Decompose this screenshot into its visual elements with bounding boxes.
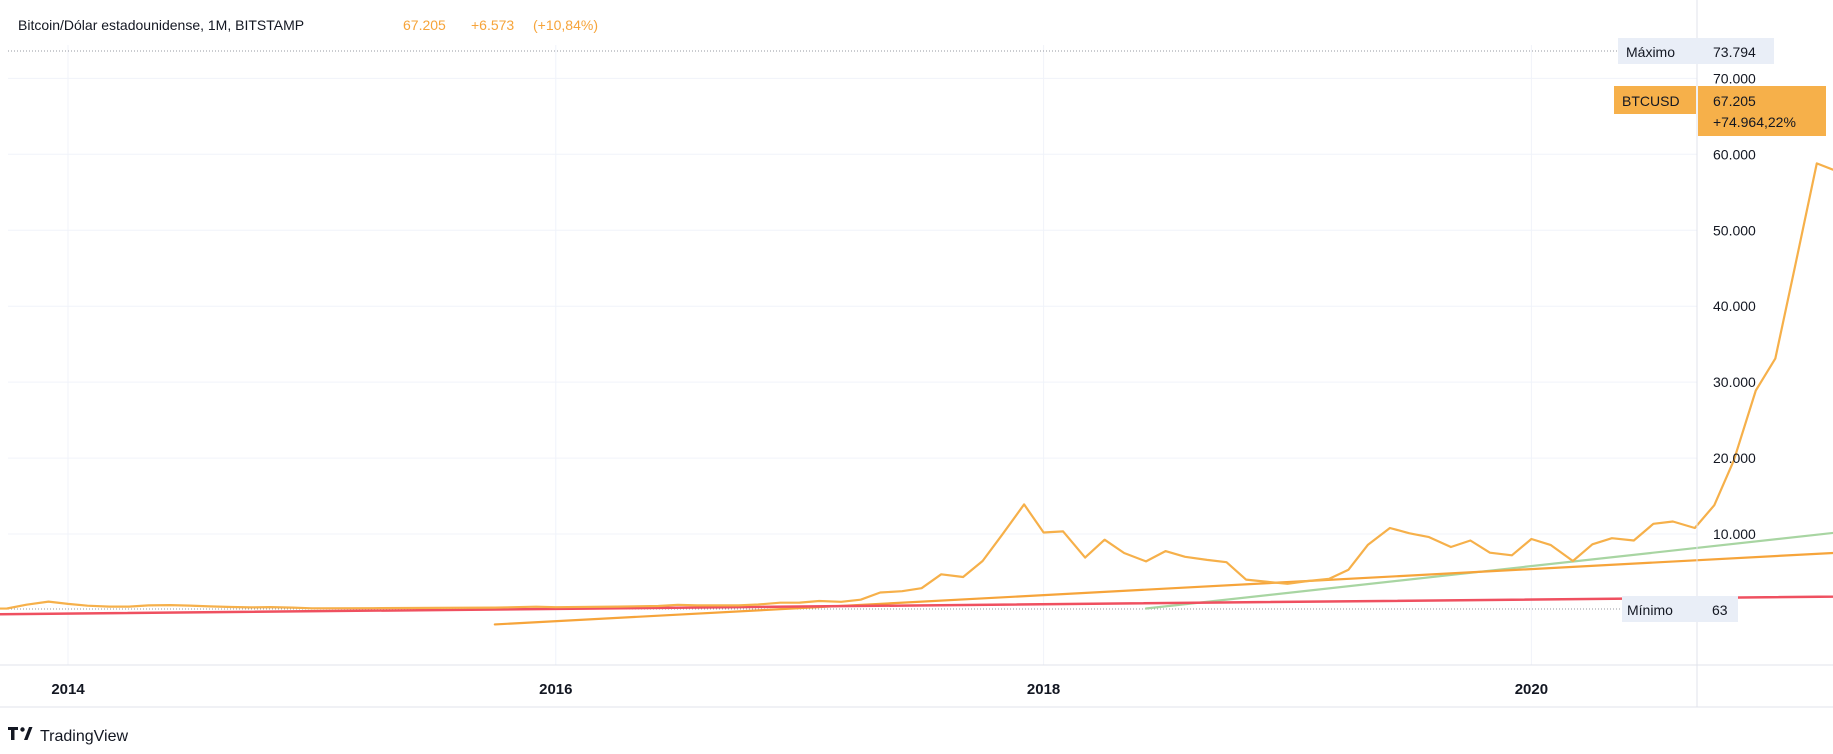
x-tick-label: 2016 (539, 681, 572, 698)
y-tick-label: 20.000 (1713, 450, 1756, 466)
max-label-box (1618, 38, 1698, 64)
min-label: Mínimo (1627, 602, 1673, 618)
max-value: 73.794 (1713, 44, 1756, 60)
price-label-change: +74.964,22% (1713, 114, 1796, 130)
price-change: +6.573 (471, 17, 514, 33)
price-label-value: 67.205 (1713, 93, 1756, 109)
grid (8, 45, 1697, 665)
price-label-box (1698, 86, 1826, 136)
y-tick-label: 10.000 (1713, 526, 1756, 542)
last-price: 67.205 (403, 17, 446, 33)
axes (0, 0, 1833, 708)
trendline (493, 551, 1833, 626)
trendlines[interactable] (0, 103, 1833, 626)
price-series[interactable] (0, 69, 1833, 610)
max-label: Máximo (1626, 44, 1675, 60)
x-tick-label: 2020 (1515, 681, 1548, 698)
price-line (0, 162, 1833, 610)
price-change-pct: (+10,84%) (533, 17, 598, 33)
x-tick-label: 2018 (1027, 681, 1060, 698)
ticker-label-box (1614, 86, 1696, 114)
y-tick-label: 40.000 (1713, 298, 1756, 314)
trendline (0, 595, 1833, 616)
min-value: 63 (1712, 602, 1728, 618)
axis-labels: 10.000 20.000 30.000 40.000 50.000 60.000 70.0… (51, 70, 1756, 698)
y-tick-label: 70.000 (1713, 70, 1756, 86)
min-label-box (1622, 596, 1698, 622)
y-tick-label: 60.000 (1713, 146, 1756, 162)
y-tick-label: 30.000 (1713, 374, 1756, 390)
y-tick-label: 50.000 (1713, 222, 1756, 238)
branding-logo-text: TradingView (40, 728, 128, 745)
max-value-box (1698, 38, 1774, 64)
ticker-label: BTCUSD (1622, 93, 1680, 109)
min-value-box (1698, 596, 1738, 622)
symbol-title: Bitcoin/Dólar estadounidense, 1M, BITSTA… (18, 17, 304, 33)
x-tick-label: 2014 (51, 681, 85, 698)
tradingview-logo-icon (8, 727, 33, 740)
